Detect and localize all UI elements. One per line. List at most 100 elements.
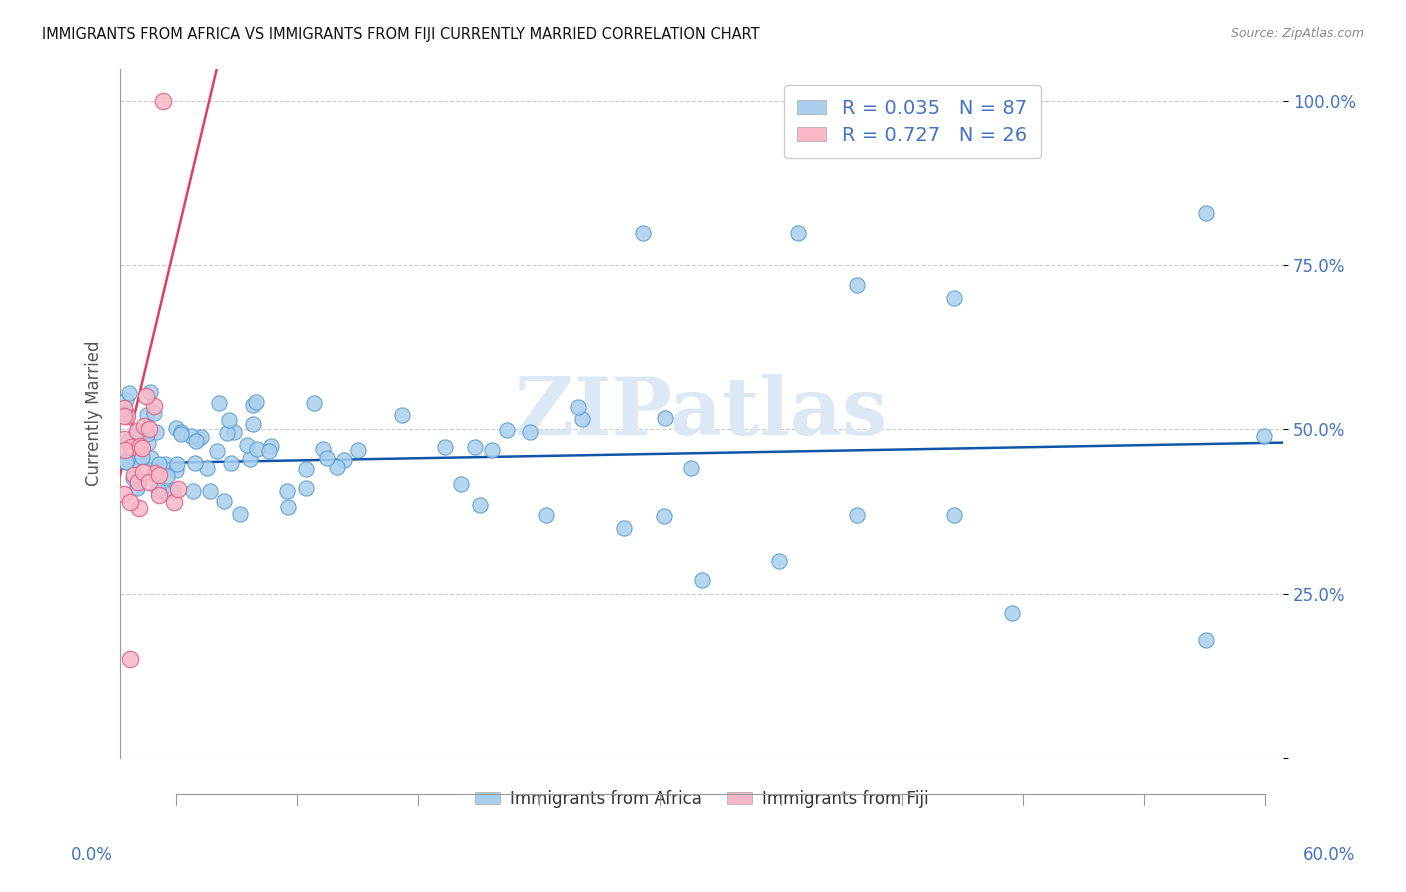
Legend: Immigrants from Africa, Immigrants from Fiji: Immigrants from Africa, Immigrants from … [468,783,935,814]
Point [114,455,136,469]
Point [145,425,167,440]
Point [294,482,316,496]
Point [246,442,269,456]
Point [143,399,166,413]
Point [613,521,636,535]
Point [571,412,593,426]
Point [845,508,868,522]
Point [148,457,170,471]
Point [245,395,267,409]
Point [567,400,589,414]
Point [942,508,965,522]
Point [276,484,298,499]
Point [163,494,186,508]
Point [112,432,135,446]
Point [224,425,246,440]
Point [131,450,153,464]
Point [128,450,150,465]
Point [120,440,142,454]
Point [391,408,413,422]
Point [138,475,160,489]
Point [302,396,325,410]
Point [112,401,135,415]
Text: 60.0%: 60.0% [1302,846,1355,863]
Point [135,389,157,403]
Point [139,385,162,400]
Point [519,425,541,440]
Text: IMMIGRANTS FROM AFRICA VS IMMIGRANTS FROM FIJI CURRENTLY MARRIED CORRELATION CHA: IMMIGRANTS FROM AFRICA VS IMMIGRANTS FRO… [42,27,759,42]
Point [127,481,149,495]
Point [117,409,139,423]
Point [136,426,159,441]
Point [236,438,259,452]
Point [136,436,159,450]
Point [117,434,139,449]
Point [118,385,141,400]
Point [138,422,160,436]
Point [787,226,810,240]
Point [346,443,368,458]
Point [121,434,143,449]
Point [153,485,176,500]
Point [153,457,176,471]
Point [217,426,239,441]
Point [679,460,702,475]
Point [845,278,868,293]
Point [165,421,187,435]
Point [166,458,188,472]
Point [495,423,517,437]
Point [433,441,456,455]
Point [260,439,283,453]
Point [187,432,209,446]
Point [654,410,676,425]
Point [212,493,235,508]
Point [315,451,337,466]
Point [942,291,965,305]
Point [183,456,205,470]
Point [198,483,221,498]
Point [481,443,503,458]
Point [142,406,165,420]
Point [162,483,184,498]
Point [114,443,136,458]
Point [131,441,153,455]
Point [326,460,349,475]
Point [122,429,145,443]
Point [1194,206,1216,220]
Point [127,475,149,489]
Y-axis label: Currently Married: Currently Married [86,341,103,486]
Point [633,226,655,240]
Text: 0.0%: 0.0% [70,846,112,863]
Point [112,487,135,501]
Point [114,393,136,408]
Point [118,494,141,508]
Point [169,425,191,439]
Point [239,451,262,466]
Point [143,467,166,481]
Point [295,462,318,476]
Point [1001,607,1024,621]
Point [148,468,170,483]
Point [242,417,264,432]
Point [135,408,157,422]
Point [536,508,558,522]
Point [125,424,148,438]
Point [117,452,139,467]
Point [124,453,146,467]
Point [167,482,190,496]
Point [652,508,675,523]
Point [450,476,472,491]
Point [180,428,202,442]
Point [112,409,135,423]
Point [156,469,179,483]
Point [205,444,228,458]
Point [152,95,174,109]
Point [242,399,264,413]
Point [170,427,193,442]
Point [186,434,208,448]
Point [132,418,155,433]
Point [115,407,138,421]
Text: Source: ZipAtlas.com: Source: ZipAtlas.com [1230,27,1364,40]
Point [690,574,713,588]
Point [312,442,335,456]
